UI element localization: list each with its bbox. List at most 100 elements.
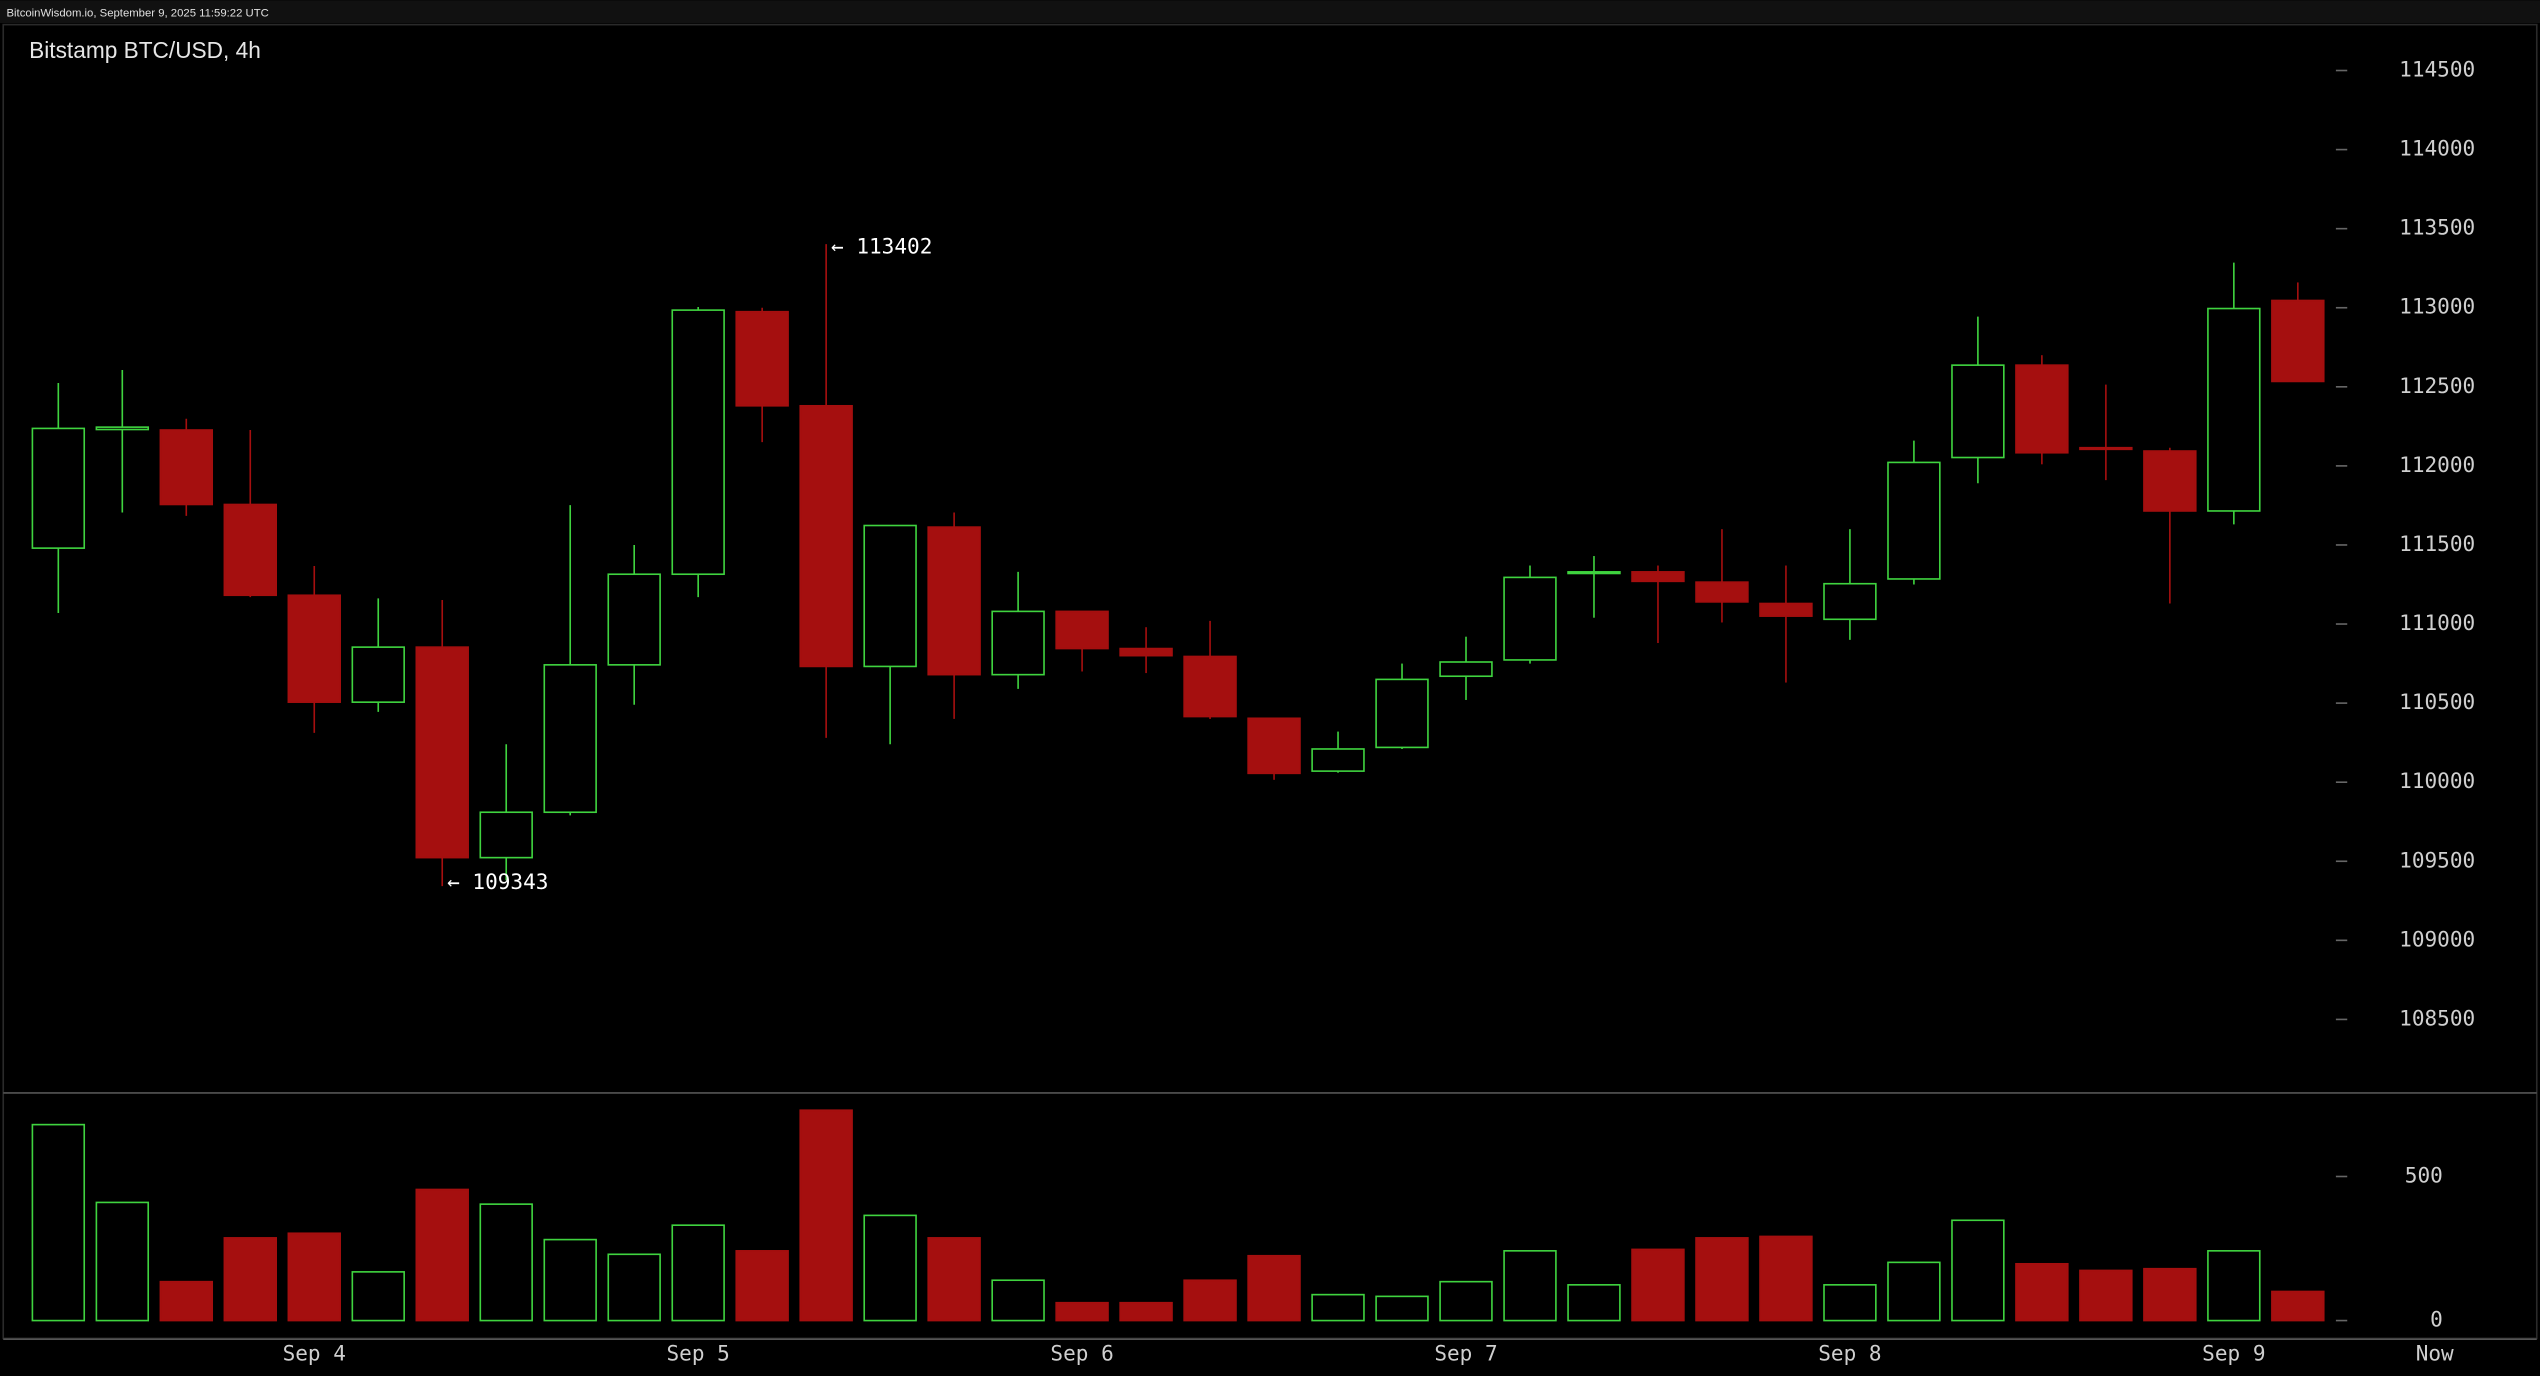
candle-body <box>1055 610 1109 650</box>
candle-body <box>1375 678 1429 749</box>
y-tick-label: 111000 <box>2399 610 2475 635</box>
candle-body <box>799 404 853 668</box>
x-tick-label: Sep 4 <box>283 1341 346 1366</box>
x-tick-label: Sep 7 <box>1434 1341 1497 1366</box>
x-tick-label: Now <box>2416 1341 2454 1366</box>
volume-bar <box>1055 1301 1109 1322</box>
y-tick-label: 108500 <box>2399 1005 2475 1030</box>
candle-body <box>927 526 981 676</box>
candle-body <box>2271 299 2325 383</box>
header-bar <box>0 0 2540 24</box>
volume-bar <box>1311 1293 1365 1322</box>
candle-body <box>31 427 86 549</box>
y-tick-label: 114500 <box>2399 57 2475 82</box>
candle-body <box>991 610 1045 676</box>
candle-body <box>2079 446 2133 451</box>
candle-body <box>671 309 725 576</box>
volume-bar <box>1183 1279 1237 1322</box>
y-tick-label: 110500 <box>2399 689 2475 714</box>
candle-body <box>415 646 469 859</box>
volume-bar <box>607 1253 661 1322</box>
volume-bar <box>991 1279 1045 1322</box>
volume-bar <box>2271 1290 2325 1322</box>
y-tick-label: 110000 <box>2399 768 2475 793</box>
volume-bar <box>863 1214 917 1322</box>
volume-bar <box>31 1123 86 1322</box>
candle-body <box>1695 581 1749 603</box>
candle-body <box>1823 582 1877 621</box>
volume-bar <box>1759 1235 1813 1322</box>
volume-bar <box>2079 1269 2133 1322</box>
candle-body <box>543 664 597 814</box>
header-text: BitcoinWisdom.io, September 9, 2025 11:5… <box>6 7 268 19</box>
candle-body <box>1567 571 1621 575</box>
volume-bar <box>223 1237 278 1322</box>
volume-bar <box>671 1224 725 1322</box>
volume-bar <box>927 1237 981 1322</box>
x-tick-label: Sep 8 <box>1818 1341 1881 1366</box>
y-tick-label: 109000 <box>2399 926 2475 951</box>
volume-bar <box>287 1232 341 1322</box>
volume-bar <box>1631 1248 1685 1322</box>
volume-bar <box>1887 1261 1941 1322</box>
candle-body <box>1247 717 1301 775</box>
y-tick-label: 114000 <box>2399 136 2475 161</box>
candle-body <box>1503 576 1557 661</box>
volume-bar <box>1439 1280 1493 1322</box>
candle-body <box>1183 655 1237 718</box>
volume-bar <box>351 1271 405 1322</box>
volume-bar <box>1375 1295 1429 1322</box>
volume-bar <box>2015 1262 2069 1322</box>
volume-bar <box>159 1280 214 1322</box>
y2-tick-label: 500 <box>2405 1162 2443 1187</box>
volume-bar <box>1951 1219 2005 1322</box>
volume-bar <box>1119 1301 1173 1322</box>
volume-bar <box>543 1238 597 1322</box>
candle-body <box>1951 364 2005 459</box>
candle-body <box>159 429 214 506</box>
x-tick-label: Sep 9 <box>2202 1341 2265 1366</box>
volume-bar <box>735 1250 789 1322</box>
candle-body <box>351 646 405 703</box>
candle-body <box>2015 364 2069 454</box>
y-tick-label: 113000 <box>2399 294 2475 319</box>
volume-bar <box>1567 1284 1621 1322</box>
candle-body <box>607 573 661 666</box>
candle-body <box>863 524 917 668</box>
candle-body <box>223 503 278 597</box>
volume-bar <box>95 1201 150 1322</box>
y-tick-label: 112000 <box>2399 452 2475 477</box>
candle-body <box>735 310 789 407</box>
y-tick-label: 113500 <box>2399 215 2475 240</box>
candle-body <box>2207 307 2261 512</box>
candle-body <box>1439 661 1493 678</box>
y-tick-label: 109500 <box>2399 847 2475 872</box>
candle-body <box>1631 571 1685 583</box>
volume-bar <box>1503 1250 1557 1322</box>
y2-tick-label: 0 <box>2430 1307 2443 1332</box>
volume-bar <box>2207 1250 2261 1322</box>
y-tick-label: 112500 <box>2399 373 2475 398</box>
candle-body <box>479 811 533 859</box>
candle-body <box>2143 450 2197 512</box>
annotation: ← 109343 <box>447 869 548 894</box>
candle-body <box>1119 647 1173 657</box>
volume-bar <box>2143 1267 2197 1322</box>
candle-body <box>287 594 341 703</box>
volume-bar <box>1247 1254 1301 1322</box>
candle-body <box>1759 602 1813 617</box>
candle-body <box>1311 748 1365 772</box>
candle-body <box>95 426 150 431</box>
volume-bar <box>1823 1284 1877 1322</box>
y-tick-label: 111500 <box>2399 531 2475 556</box>
x-tick-label: Sep 6 <box>1050 1341 1113 1366</box>
volume-bar <box>415 1188 469 1322</box>
annotation: ← 113402 <box>831 233 932 258</box>
volume-bar <box>1695 1237 1749 1322</box>
volume-bar <box>479 1203 533 1322</box>
x-tick-label: Sep 5 <box>666 1341 729 1366</box>
candle-body <box>1887 461 1941 580</box>
chart-title: Bitstamp BTC/USD, 4h <box>29 37 261 63</box>
